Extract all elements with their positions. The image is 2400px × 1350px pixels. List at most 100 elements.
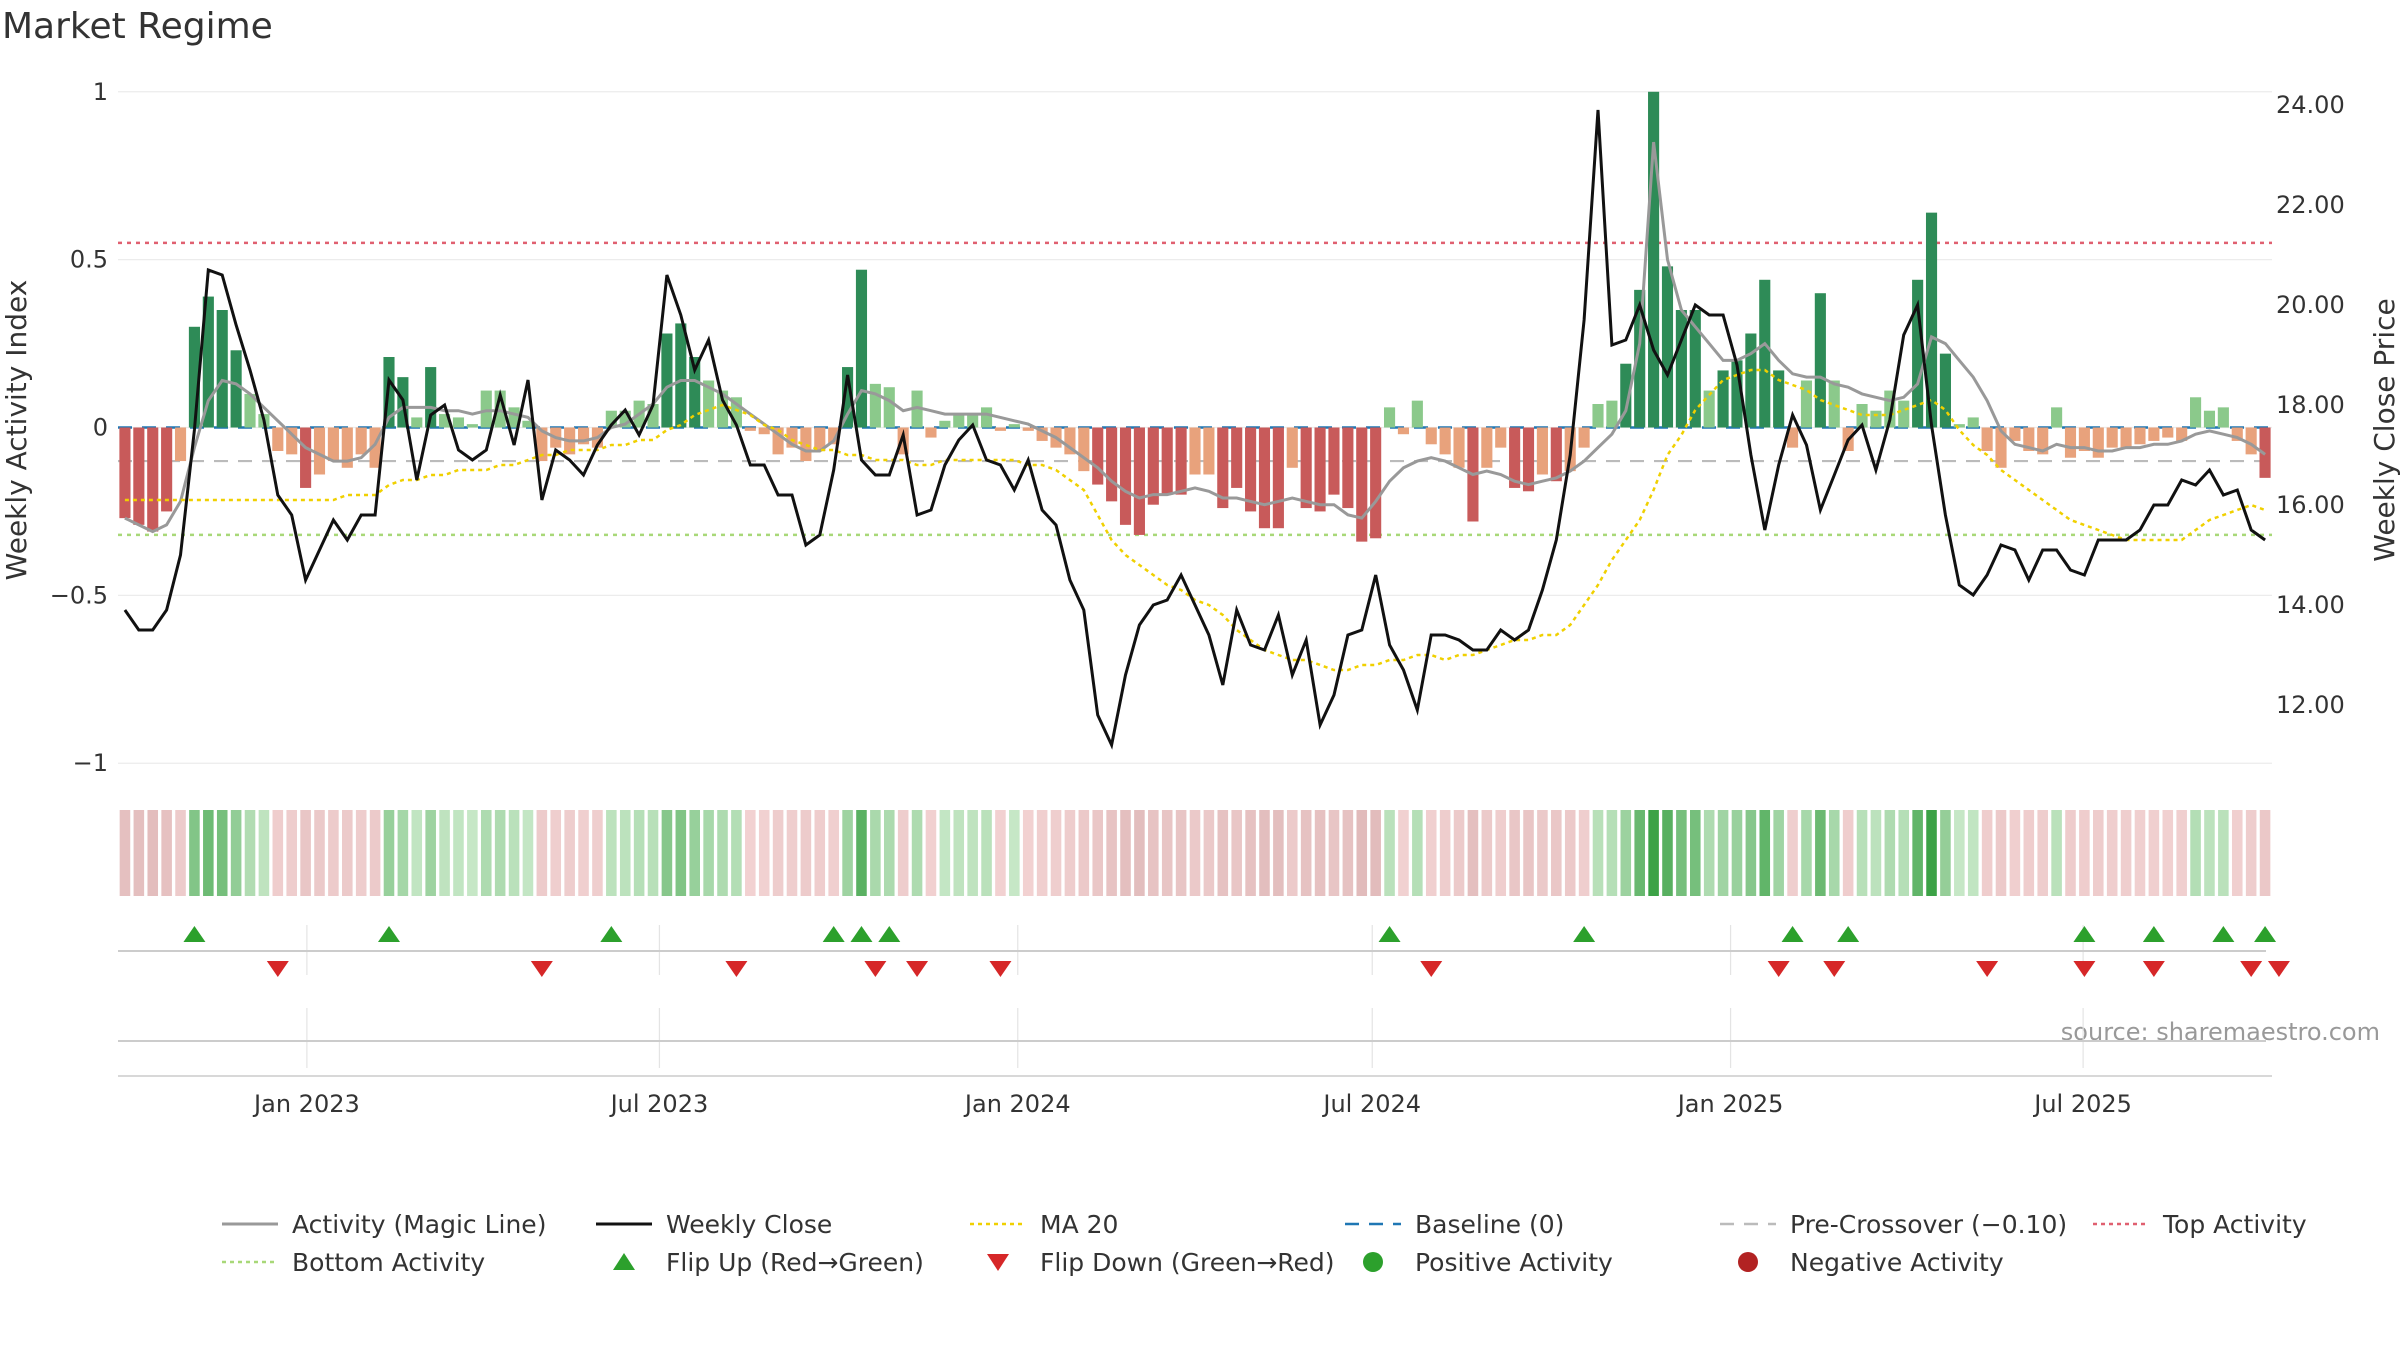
activity-bar	[1550, 427, 1562, 482]
activity-bar	[1217, 427, 1229, 509]
regime-cell	[2134, 810, 2146, 896]
legend-item: Positive Activity	[1363, 1248, 1613, 1277]
regime-cell	[1050, 810, 1062, 896]
activity-bar	[1967, 417, 1979, 428]
activity-bar	[313, 427, 326, 475]
regime-cell	[1940, 810, 1951, 896]
legend-swatch	[987, 1254, 1009, 1271]
activity-bar	[1286, 427, 1298, 468]
legend-item: Weekly Close	[596, 1210, 832, 1239]
right-axis-label: Weekly Close Price	[2368, 298, 2400, 561]
regime-cell	[1967, 810, 1979, 896]
regime-cell	[1662, 810, 1673, 896]
activity-bar	[1328, 427, 1340, 495]
regime-cell	[425, 810, 436, 896]
activity-bar	[730, 397, 742, 428]
legend-label: Top Activity	[2162, 1210, 2307, 1239]
regime-cell	[925, 810, 937, 896]
regime-cell	[203, 810, 214, 896]
legend-item: Activity (Magic Line)	[222, 1210, 546, 1239]
flip-up-marker	[822, 926, 845, 942]
regime-cell	[1634, 810, 1645, 896]
flip-down-marker	[2073, 961, 2096, 977]
flip-up-marker	[2142, 926, 2165, 942]
regime-cell	[1481, 810, 1493, 896]
activity-bar	[1787, 427, 1799, 448]
flip-up-marker	[1781, 926, 1804, 942]
regime-cell	[2023, 810, 2035, 896]
regime-cell	[800, 810, 812, 896]
date-tick-label: Jul 2023	[609, 1090, 709, 1118]
legend-swatch	[1363, 1252, 1383, 1272]
regime-cell	[2079, 810, 2090, 896]
regime-cell	[2065, 810, 2076, 896]
activity-bar	[1773, 370, 1785, 428]
flip-up-marker	[2212, 926, 2235, 942]
regime-cell	[883, 810, 895, 896]
legend-label: Negative Activity	[1790, 1248, 2004, 1277]
regime-cell	[758, 810, 770, 896]
right-tick-label: 16.00	[2276, 491, 2345, 519]
regime-cell	[564, 810, 575, 896]
activity-bar	[2064, 427, 2077, 458]
activity-bar	[1119, 427, 1132, 525]
regime-cell	[2218, 810, 2229, 896]
regime-cell	[536, 810, 548, 896]
regime-cell	[1009, 810, 1020, 896]
regime-cell	[480, 810, 492, 896]
regime-cell	[897, 810, 909, 896]
activity-bar	[2037, 427, 2049, 455]
regime-cell	[675, 810, 687, 896]
regime-cell	[161, 810, 172, 896]
regime-cell	[1926, 810, 1937, 896]
activity-bar	[355, 427, 367, 455]
date-tick-label: Jul 2024	[1321, 1090, 1421, 1118]
legend-item: Top Activity	[2093, 1210, 2307, 1239]
activity-bar	[2009, 427, 2021, 441]
regime-cell	[1356, 810, 1368, 896]
regime-cell	[1870, 810, 1882, 896]
activity-bar	[147, 427, 159, 532]
regime-cell	[1648, 810, 1659, 896]
regime-cell	[2037, 810, 2048, 896]
activity-bar	[716, 390, 729, 428]
regime-cell	[550, 810, 562, 896]
legend-item: MA 20	[970, 1210, 1118, 1239]
weekly-close-line	[123, 109, 2266, 750]
regime-cell	[2176, 810, 2187, 896]
regime-cell	[689, 810, 700, 896]
activity-bar	[939, 420, 951, 428]
activity-bar	[1314, 427, 1326, 512]
activity-bar	[647, 404, 659, 428]
regime-cell	[772, 810, 784, 896]
activity-bar	[577, 427, 590, 445]
regime-cell	[1425, 810, 1437, 896]
regime-cell	[1412, 810, 1423, 896]
activity-bar	[1703, 390, 1715, 428]
regime-cell	[1592, 810, 1604, 896]
activity-bar	[2134, 427, 2146, 445]
regime-cell	[1273, 810, 1284, 896]
activity-bar	[1884, 390, 1896, 428]
regime-cell	[578, 810, 589, 896]
activity-bar	[1717, 370, 1729, 428]
regime-cell	[1787, 810, 1798, 896]
activity-bar	[758, 427, 770, 435]
activity-bar	[661, 333, 673, 428]
regime-cell	[661, 810, 673, 896]
regime-cell	[1954, 810, 1965, 896]
activity-bar	[452, 417, 465, 428]
flip-down-marker	[1420, 961, 1443, 977]
activity-bar	[1731, 360, 1743, 428]
flip-up-marker	[850, 926, 873, 942]
regime-cell	[1148, 810, 1159, 896]
activity-bar	[842, 367, 854, 428]
regime-cell	[1439, 810, 1451, 896]
flip-down-marker	[1767, 961, 1790, 977]
regime-cell	[1606, 810, 1618, 896]
legend-label: Weekly Close	[666, 1210, 832, 1239]
activity-bar	[425, 367, 437, 428]
regime-cell	[314, 810, 325, 896]
legend-item: Bottom Activity	[222, 1248, 485, 1277]
activity-bar	[1064, 427, 1076, 455]
